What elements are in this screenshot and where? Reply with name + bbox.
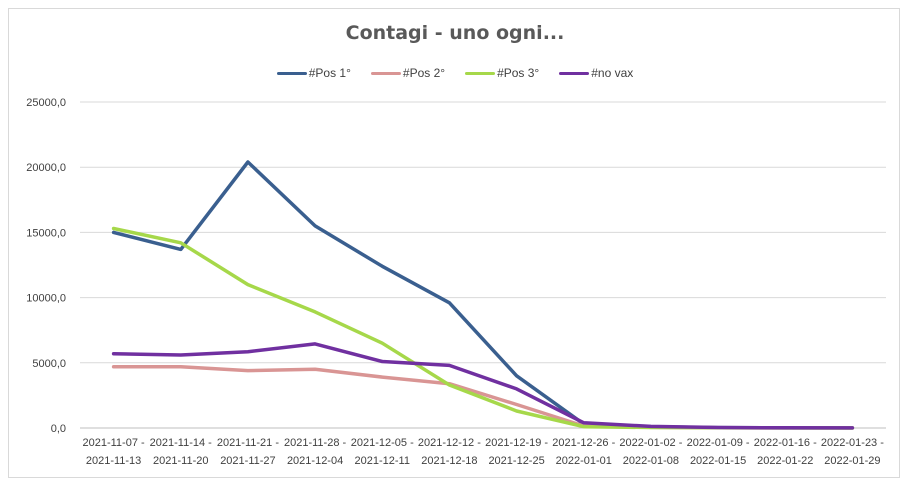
x-tick-label: 2021-12-05 - bbox=[351, 437, 414, 449]
series-line-novax bbox=[111, 342, 855, 430]
x-tick-label: 2021-12-19 - bbox=[485, 437, 548, 449]
x-tick-label: 2021-12-26 - bbox=[552, 437, 615, 449]
x-tick-label: 2021-12-25 bbox=[488, 455, 544, 467]
y-tick-label: 20000,0 bbox=[26, 162, 66, 174]
x-tick-label: 2021-11-20 bbox=[153, 455, 208, 467]
legend-item-pos3: #Pos 3° bbox=[465, 66, 539, 80]
legend-item-pos1: #Pos 1° bbox=[276, 66, 351, 80]
legend-swatch-pos3 bbox=[465, 71, 496, 75]
x-tick-label: 2022-01-01 bbox=[556, 455, 612, 467]
legend: #Pos 1° #Pos 2° #Pos 3° #no vax bbox=[0, 66, 910, 80]
y-tick-label: 15000,0 bbox=[26, 227, 66, 239]
x-tick-label: 2021-11-13 bbox=[86, 455, 141, 467]
legend-label-pos3: #Pos 3° bbox=[497, 66, 540, 80]
legend-swatch-novax bbox=[559, 71, 590, 75]
x-tick-label: 2022-01-22 bbox=[757, 455, 813, 467]
x-tick-label: 2021-12-12 - bbox=[418, 437, 481, 449]
x-tick-label: 2021-11-27 bbox=[220, 455, 275, 467]
x-tick-label: 2021-11-28 - bbox=[284, 437, 347, 449]
y-tick-label: 0,0 bbox=[51, 423, 66, 435]
legend-label-pos1: #Pos 1° bbox=[308, 66, 351, 80]
y-tick-label: 5000,0 bbox=[32, 358, 66, 370]
x-tick-label: 2022-01-02 - bbox=[619, 437, 682, 449]
series-line-pos1 bbox=[111, 160, 855, 430]
x-tick-label: 2021-11-14 - bbox=[150, 437, 213, 449]
x-tick-label: 2021-12-04 bbox=[287, 455, 343, 467]
x-tick-label: 2021-11-21 - bbox=[217, 437, 280, 449]
legend-swatch-pos1 bbox=[276, 71, 307, 75]
x-tick-label: 2021-11-07 - bbox=[82, 437, 145, 449]
x-tick-label: 2021-12-18 bbox=[421, 455, 477, 467]
legend-label-pos2: #Pos 2° bbox=[402, 66, 446, 80]
legend-swatch-pos2 bbox=[370, 71, 401, 75]
legend-item-novax: #no vax bbox=[559, 66, 633, 80]
x-tick-label: 2022-01-29 bbox=[824, 455, 880, 467]
x-tick-label: 2022-01-08 bbox=[623, 455, 679, 467]
series-line-pos3 bbox=[111, 226, 855, 430]
chart-title: Contagi - uno ogni... bbox=[345, 22, 565, 44]
y-tick-label: 10000,0 bbox=[26, 293, 66, 305]
legend-label-novax: #no vax bbox=[591, 66, 634, 80]
x-tick-label: 2022-01-23 - bbox=[821, 437, 884, 449]
y-tick-label: 25000,0 bbox=[26, 97, 66, 109]
x-tick-label: 2022-01-16 - bbox=[754, 437, 817, 449]
x-tick-label: 2021-12-11 bbox=[355, 455, 410, 467]
x-tick-label: 2022-01-09 - bbox=[687, 437, 750, 449]
legend-item-pos2: #Pos 2° bbox=[370, 66, 446, 80]
x-tick-label: 2022-01-15 bbox=[690, 455, 746, 467]
